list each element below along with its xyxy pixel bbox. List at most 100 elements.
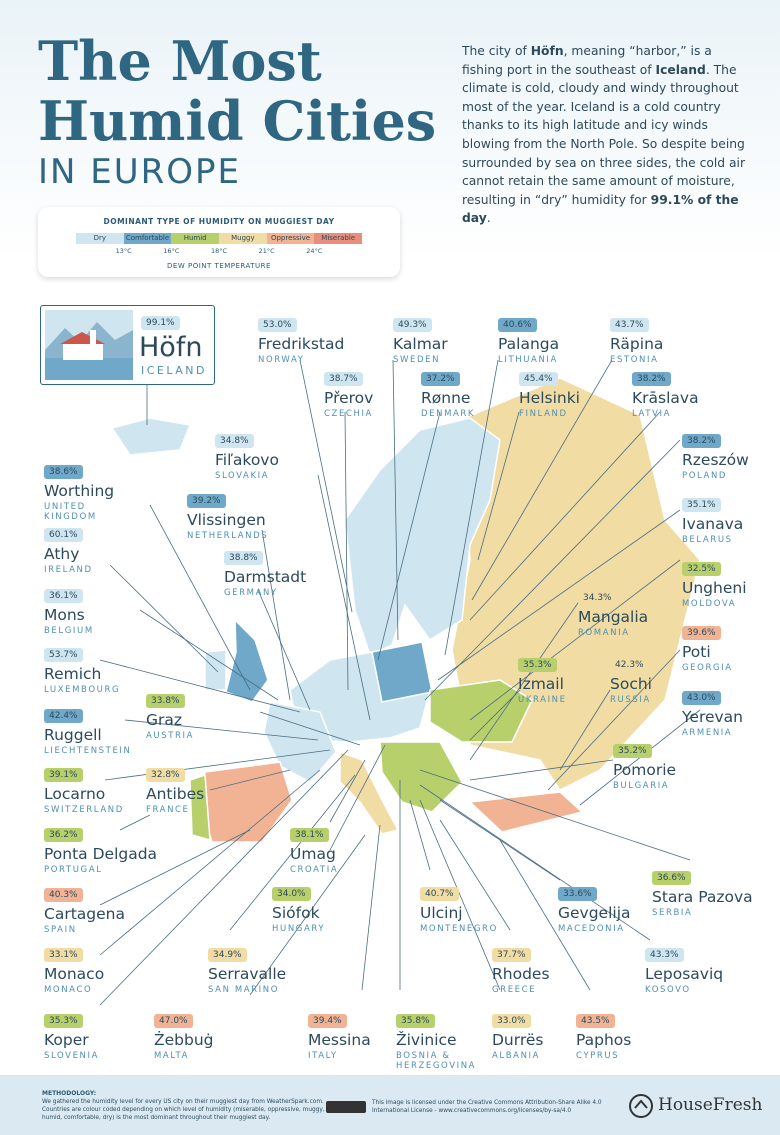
legend: DOMINANT TYPE OF HUMIDITY ON MUGGIEST DA… xyxy=(38,207,400,277)
legend-bar: Dry Comfortable Humid Muggy Oppressive Misera… xyxy=(76,233,363,244)
city-name: Sochi xyxy=(610,675,652,693)
leader-line xyxy=(329,759,366,823)
portugal xyxy=(189,773,211,842)
city-name: Pomorie xyxy=(613,761,677,779)
city-country: RUSSIA xyxy=(610,695,651,705)
leader-line xyxy=(209,769,291,791)
cc-badge xyxy=(326,1101,366,1113)
leader-line xyxy=(424,439,681,701)
city-name: Leposaviq xyxy=(645,965,724,983)
city-country: POLAND xyxy=(682,471,728,481)
russia xyxy=(451,377,701,791)
city-value: 33.0% xyxy=(492,1014,531,1028)
city-label: 32.8% Antibes FRANCE xyxy=(146,762,296,815)
city-label: 43.3% Leposaviq KOSOVO xyxy=(645,942,780,995)
city-label: 40.7% Ulcinj MONTENEGRO xyxy=(420,881,570,934)
city-name: Worthing xyxy=(44,482,115,500)
city-value: 33.8% xyxy=(146,694,185,708)
city-country: PORTUGAL xyxy=(44,865,103,875)
city-name: Siófok xyxy=(272,904,320,922)
featured-illustration xyxy=(45,310,133,380)
city-country: ROMANIA xyxy=(578,628,630,638)
city-country: MALTA xyxy=(154,1051,190,1061)
city-country: LITHUANIA xyxy=(498,355,558,365)
city-value: 36.1% xyxy=(44,589,83,603)
city-name: Locarno xyxy=(44,785,106,803)
leader-line xyxy=(119,814,151,831)
leader-line xyxy=(471,359,613,601)
leader-line xyxy=(547,649,681,791)
city-name: Umag xyxy=(290,845,336,863)
city-label: 35.1% Ivanava BELARUS xyxy=(682,492,780,545)
scandinavia xyxy=(344,417,501,657)
city-name: Palanga xyxy=(498,335,560,353)
city-country: HUNGARY xyxy=(272,924,326,934)
intro: The city of Höfn, meaning “harbor,” is a… xyxy=(462,42,754,228)
city-name: Gevgelija xyxy=(558,904,631,922)
city-name: Helsinki xyxy=(519,389,580,407)
city-country: SWITZERLAND xyxy=(44,805,124,815)
intro-bold: 99.1% of the day xyxy=(462,192,739,226)
city-value: 53.7% xyxy=(44,648,83,662)
featured-value: 99.1% xyxy=(141,316,180,330)
france xyxy=(263,701,337,783)
city-country: GEORGIA xyxy=(682,663,733,673)
city-country: IRELAND xyxy=(44,565,93,575)
leader-line xyxy=(419,784,651,941)
legend-swatch: Miserable xyxy=(314,233,363,244)
leader-line xyxy=(439,819,511,931)
leader-line xyxy=(99,829,251,906)
city-value: 42.3% xyxy=(610,658,649,672)
legend-title: DOMINANT TYPE OF HUMIDITY ON MUGGIEST DA… xyxy=(103,217,335,226)
city-name: Koper xyxy=(44,1031,89,1049)
leader-line xyxy=(559,689,611,771)
city-value: 36.6% xyxy=(652,871,691,885)
city-label: 42.3% Sochi RUSSIA xyxy=(610,652,760,705)
city-label: 38.6% Worthing UNITED KINGDOM xyxy=(44,459,194,522)
city-value: 38.6% xyxy=(44,465,83,479)
city-label: 34.8% Fiľakovo SLOVAKIA xyxy=(215,428,365,481)
city-label: 60.1% Athy IRELAND xyxy=(44,522,194,575)
city-value: 38.1% xyxy=(290,828,329,842)
city-country: UNITED KINGDOM xyxy=(44,502,97,522)
city-value: 37.2% xyxy=(421,372,460,386)
intro-text: . The climate is cold, cloudy and windy … xyxy=(462,62,746,207)
city-name: Ungheni xyxy=(682,579,747,597)
city-country: LATVIA xyxy=(632,409,672,419)
city-label: 35.3% Koper SLOVENIA xyxy=(44,1008,194,1061)
city-name: Rzeszów xyxy=(682,451,749,469)
turkey xyxy=(468,791,584,833)
city-name: Graz xyxy=(146,711,183,729)
city-value: 39.1% xyxy=(44,768,83,782)
leader-line xyxy=(249,834,366,996)
title-sub: IN EUROPE xyxy=(38,152,242,192)
city-value: 34.9% xyxy=(208,948,247,962)
city-label: 34.9% Serravalle SAN MARINO xyxy=(208,942,358,995)
city-label: 38.8% Darmstadt GERMANY xyxy=(224,545,374,598)
city-label: 36.1% Mons BELGIUM xyxy=(44,583,194,636)
city-value: 49.3% xyxy=(393,318,432,332)
city-label: 45.4% Helsinki FINLAND xyxy=(519,366,669,419)
leader-line xyxy=(261,529,291,701)
city-country: SPAIN xyxy=(44,925,77,935)
city-label: 38.2% Krāslava LATVIA xyxy=(632,366,780,419)
city-name: Żebbuġ xyxy=(154,1031,214,1049)
city-name: Fiľakovo xyxy=(215,451,279,469)
city-country: UKRAINE xyxy=(518,695,567,705)
city-name: Živinice xyxy=(396,1031,457,1049)
city-label: 43.7% Räpina ESTONIA xyxy=(610,312,760,365)
leader-line xyxy=(124,719,319,741)
city-name: Ulcinj xyxy=(420,904,463,922)
leader-line xyxy=(317,474,371,721)
title: The Most xyxy=(38,29,322,93)
city-value: 35.8% xyxy=(396,1014,435,1028)
city-label: 42.4% Ruggell LIECHTENSTEIN xyxy=(44,703,194,756)
leader-line xyxy=(409,799,431,871)
footer: METHODOLOGY: We gathered the humidity le… xyxy=(0,1075,780,1135)
city-label: 36.6% Stara Pazova SERBIA xyxy=(652,865,780,918)
license: This image is licensed under the Creativ… xyxy=(372,1100,602,1114)
city-country: GERMANY xyxy=(224,588,278,598)
city-country: SWEDEN xyxy=(393,355,441,365)
city-value: 53.0% xyxy=(258,318,297,332)
